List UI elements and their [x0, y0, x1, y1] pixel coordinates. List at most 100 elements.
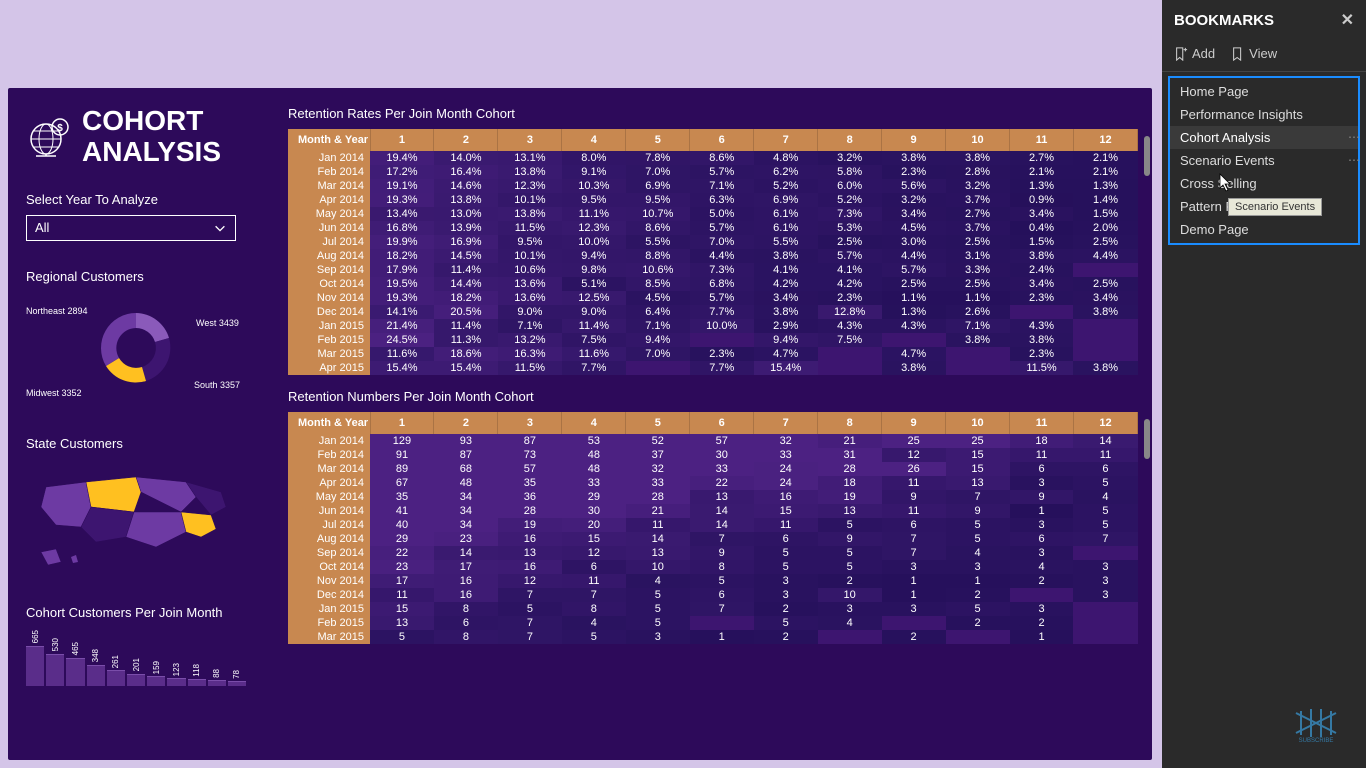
col-header[interactable]: 4	[562, 412, 626, 434]
year-filter-dropdown[interactable]: All	[26, 215, 236, 241]
data-cell: 5	[818, 546, 882, 560]
data-cell: 6	[434, 616, 498, 630]
table-row[interactable]: Aug 201418.2%14.5%10.1%9.4%8.8%4.4%3.8%5…	[288, 249, 1138, 263]
data-cell: 13	[946, 476, 1010, 490]
retention-rates-table[interactable]: Month & Year123456789101112Jan 201419.4%…	[288, 129, 1138, 375]
table-row[interactable]: Mar 201419.1%14.6%12.3%10.3%6.9%7.1%5.2%…	[288, 179, 1138, 193]
table-row[interactable]: Mar 2015587531221	[288, 630, 1138, 644]
col-header[interactable]: 8	[818, 412, 882, 434]
table-row[interactable]: Nov 201419.3%18.2%13.6%12.5%4.5%5.7%3.4%…	[288, 291, 1138, 305]
data-cell: 11.5%	[498, 361, 562, 375]
table-row[interactable]: Sep 201417.9%11.4%10.6%9.8%10.6%7.3%4.1%…	[288, 263, 1138, 277]
col-header-month[interactable]: Month & Year	[288, 129, 370, 151]
col-header[interactable]: 2	[434, 129, 498, 151]
col-header[interactable]: 12	[1073, 412, 1137, 434]
table2-scrollbar[interactable]	[1144, 419, 1150, 459]
table-row[interactable]: May 201435343629281316199794	[288, 490, 1138, 504]
data-cell: 10.0%	[562, 235, 626, 249]
col-header[interactable]: 6	[690, 129, 754, 151]
table-row[interactable]: Jun 201416.8%13.9%11.5%12.3%8.6%5.7%6.1%…	[288, 221, 1138, 235]
subscribe-badge[interactable]: SUBSCRIBE	[1286, 703, 1346, 748]
col-header[interactable]: 3	[498, 412, 562, 434]
col-header[interactable]: 4	[562, 129, 626, 151]
data-cell: 11	[626, 518, 690, 532]
add-bookmark-button[interactable]: Add	[1174, 46, 1215, 61]
view-bookmark-button[interactable]: View	[1231, 46, 1277, 61]
col-header[interactable]: 2	[434, 412, 498, 434]
data-cell: 5	[690, 574, 754, 588]
retention-numbers-table[interactable]: Month & Year123456789101112Jan 201412993…	[288, 412, 1138, 644]
month-cell: Mar 2014	[288, 462, 370, 476]
table-row[interactable]: Feb 20151367455422	[288, 616, 1138, 630]
bookmark-item[interactable]: Cross Selling	[1170, 172, 1358, 195]
table1-scrollbar[interactable]	[1144, 136, 1150, 176]
col-header[interactable]: 5	[626, 412, 690, 434]
data-cell: 5	[562, 630, 626, 644]
mouse-cursor	[1218, 172, 1234, 192]
col-header[interactable]: 7	[754, 129, 818, 151]
col-header[interactable]: 10	[946, 412, 1010, 434]
table-row[interactable]: Feb 201417.2%16.4%13.8%9.1%7.0%5.7%6.2%5…	[288, 165, 1138, 179]
more-icon[interactable]: ⋯	[1348, 153, 1360, 167]
col-header[interactable]: 10	[946, 129, 1010, 151]
col-header[interactable]: 6	[690, 412, 754, 434]
col-header[interactable]: 9	[882, 412, 946, 434]
table-row[interactable]: Oct 20142317166108553343	[288, 560, 1138, 574]
col-header-month[interactable]: Month & Year	[288, 412, 370, 434]
bookmark-item[interactable]: Performance Insights	[1170, 103, 1358, 126]
table-row[interactable]: Apr 201419.3%13.8%10.1%9.5%9.5%6.3%6.9%5…	[288, 193, 1138, 207]
data-cell: 4	[1010, 560, 1074, 574]
bookmark-item[interactable]: Cohort Analysis⋯	[1170, 126, 1358, 149]
close-icon[interactable]: ✕	[1341, 10, 1354, 30]
bookmark-item[interactable]: Scenario Events⋯	[1170, 149, 1358, 172]
table-row[interactable]: Oct 201419.5%14.4%13.6%5.1%8.5%6.8%4.2%4…	[288, 277, 1138, 291]
col-header[interactable]: 11	[1010, 412, 1074, 434]
table-row[interactable]: Jan 201419.4%14.0%13.1%8.0%7.8%8.6%4.8%3…	[288, 151, 1138, 165]
data-cell: 10.6%	[626, 263, 690, 277]
bookmark-item[interactable]: Demo Page	[1170, 218, 1358, 241]
data-cell: 14.6%	[434, 179, 498, 193]
table-row[interactable]: Aug 201429231615147697567	[288, 532, 1138, 546]
table-row[interactable]: Mar 201511.6%18.6%16.3%11.6%7.0%2.3%4.7%…	[288, 347, 1138, 361]
table-row[interactable]: Apr 201515.4%15.4%11.5%7.7%7.7%15.4%3.8%…	[288, 361, 1138, 375]
table-row[interactable]: May 201413.4%13.0%13.8%11.1%10.7%5.0%6.1…	[288, 207, 1138, 221]
table-row[interactable]: Feb 2014918773483730333112151111	[288, 448, 1138, 462]
table-row[interactable]: Jul 20144034192011141156535	[288, 518, 1138, 532]
state-map-chart[interactable]	[26, 457, 246, 577]
table-row[interactable]: Mar 20148968574832332428261566	[288, 462, 1138, 476]
data-cell: 33	[690, 462, 754, 476]
col-header[interactable]: 7	[754, 412, 818, 434]
bar-rect	[46, 654, 64, 686]
table-row[interactable]: Apr 20146748353333222418111335	[288, 476, 1138, 490]
bookmark-item[interactable]: Home Page	[1170, 80, 1358, 103]
month-cell: Jan 2015	[288, 602, 370, 616]
data-cell: 3.2%	[882, 193, 946, 207]
data-cell: 3.7%	[946, 193, 1010, 207]
table-row[interactable]: Nov 20141716121145321123	[288, 574, 1138, 588]
table-row[interactable]: Jun 2014413428302114151311915	[288, 504, 1138, 518]
table-row[interactable]: Sep 20142214131213955743	[288, 546, 1138, 560]
table-row[interactable]: Dec 201411167756310123	[288, 588, 1138, 602]
table-row[interactable]: Jan 201521.4%11.4%7.1%11.4%7.1%10.0%2.9%…	[288, 319, 1138, 333]
table-row[interactable]: Dec 201414.1%20.5%9.0%9.0%6.4%7.7%3.8%12…	[288, 305, 1138, 319]
col-header[interactable]: 3	[498, 129, 562, 151]
col-header[interactable]: 1	[370, 129, 434, 151]
col-header[interactable]: 8	[818, 129, 882, 151]
col-header[interactable]: 1	[370, 412, 434, 434]
data-cell: 19.1%	[370, 179, 434, 193]
data-cell: 9	[690, 546, 754, 560]
regional-donut-chart[interactable]: Northeast 2894West 3439South 3357Midwest…	[26, 288, 246, 408]
table-row[interactable]: Jan 20141299387535257322125251814	[288, 434, 1138, 448]
data-cell: 3.4%	[1073, 291, 1137, 305]
table-row[interactable]: Feb 201524.5%11.3%13.2%7.5%9.4%9.4%7.5%3…	[288, 333, 1138, 347]
table-row[interactable]: Jan 2015158585723353	[288, 602, 1138, 616]
col-header[interactable]: 12	[1073, 129, 1137, 151]
more-icon[interactable]: ⋯	[1348, 130, 1360, 144]
cohort-bar-chart[interactable]: 6655304653482612011591231188878	[26, 626, 246, 686]
col-header[interactable]: 11	[1010, 129, 1074, 151]
add-label: Add	[1192, 46, 1215, 61]
data-cell: 3	[1010, 476, 1074, 490]
col-header[interactable]: 5	[626, 129, 690, 151]
col-header[interactable]: 9	[882, 129, 946, 151]
table-row[interactable]: Jul 201419.9%16.9%9.5%10.0%5.5%7.0%5.5%2…	[288, 235, 1138, 249]
